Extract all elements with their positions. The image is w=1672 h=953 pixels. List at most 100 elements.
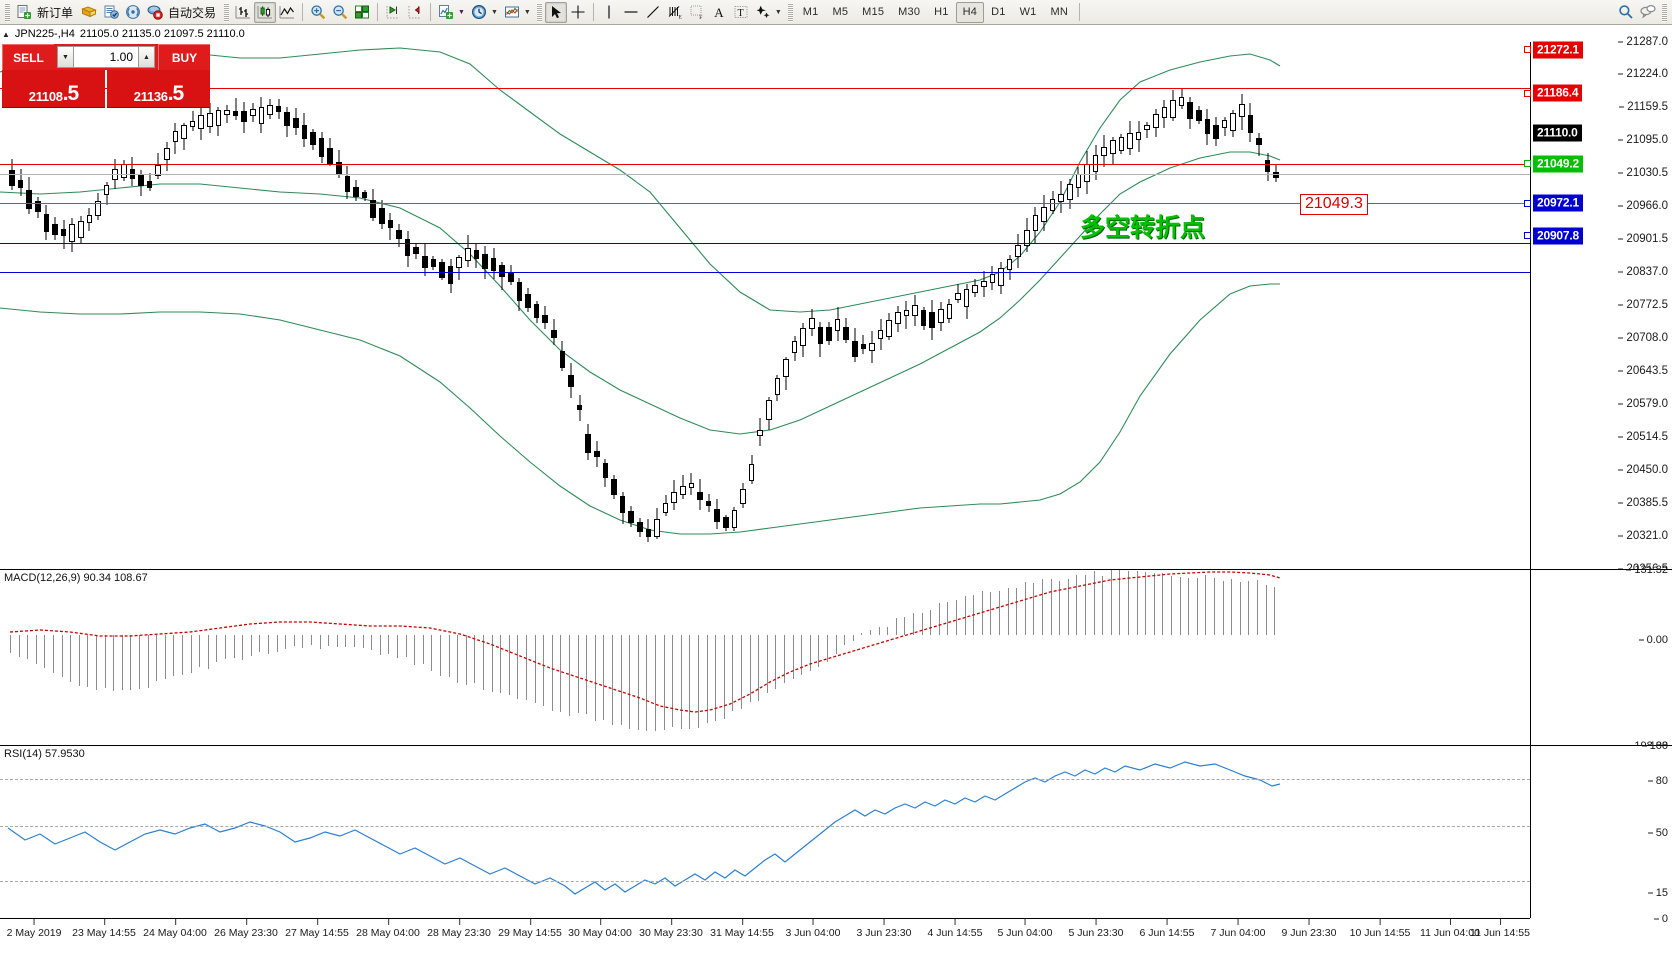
indicators-button[interactable]: ▼	[435, 2, 468, 23]
pivot-line-21049[interactable]	[0, 203, 1530, 204]
timeframe-m1[interactable]: M1	[802, 6, 819, 18]
chevron-down-icon[interactable]: ▼	[458, 8, 465, 16]
shapes-button[interactable]: ▼	[752, 2, 785, 23]
time-tick: 30 May 04:00	[568, 919, 632, 939]
price-label-last-price[interactable]: 21110.0	[1533, 124, 1582, 142]
buy-button[interactable]: BUY	[158, 44, 210, 70]
price-callout-box[interactable]: 21049.3	[1300, 194, 1368, 215]
shift-end-button[interactable]	[382, 2, 404, 23]
zoom-in-button[interactable]	[307, 2, 329, 23]
toolbar-grip[interactable]	[5, 2, 10, 22]
price-label-resistance[interactable]: 21272.1	[1524, 41, 1583, 59]
toolbar-grip-tf[interactable]	[787, 2, 793, 22]
rsi-pane[interactable]: RSI(14) 57.9530 100 80 50 15 0	[0, 740, 1672, 925]
vertical-line-button[interactable]	[598, 2, 620, 23]
candle-body	[895, 312, 901, 324]
volume-decrement-button[interactable]: ▼	[57, 46, 74, 68]
sell-button[interactable]: SELL	[2, 44, 54, 70]
macd-histogram-bar	[483, 635, 484, 690]
search-button[interactable]	[1615, 2, 1637, 23]
level-handle-icon[interactable]	[1524, 232, 1531, 240]
signals-icon	[126, 5, 140, 19]
zoom-out-button[interactable]	[329, 2, 351, 23]
support-line-20972[interactable]	[0, 243, 1530, 244]
crosshair-button[interactable]	[567, 2, 589, 23]
chevron-up-icon: ▲	[143, 53, 150, 61]
one-click-trading-panel[interactable]: SELL ▼ 1.00 ▲ BUY 21108 .5 21136 .5	[2, 44, 210, 108]
macd-histogram-bar	[629, 635, 630, 729]
timeframe-w1[interactable]: W1	[1019, 6, 1037, 18]
macd-pane[interactable]: MACD(12,26,9) 90.34 108.67 131.320.00-19…	[0, 564, 1672, 752]
timeframe-m15[interactable]: M15	[862, 6, 885, 18]
timeframe-d1[interactable]: D1	[991, 6, 1006, 18]
chevron-down-icon[interactable]: ▼	[774, 8, 782, 16]
resistance-line-21186[interactable]	[0, 164, 1530, 165]
volume-increment-button[interactable]: ▲	[138, 46, 155, 68]
collapse-icon[interactable]: ▲	[2, 29, 10, 39]
trendline-button[interactable]	[642, 2, 664, 23]
macd-plot[interactable]	[0, 570, 1530, 745]
timeframe-h4[interactable]: H4	[955, 1, 985, 23]
price-tick: 20772.5	[1626, 299, 1668, 312]
turning-point-annotation[interactable]: 多空转折点	[1080, 213, 1206, 242]
signals-button[interactable]	[122, 2, 144, 23]
timeframe-m5[interactable]: M5	[832, 6, 849, 18]
ask-price-button[interactable]: 21136 .5	[107, 70, 210, 108]
volume-input[interactable]: 1.00	[74, 46, 138, 68]
channel-button[interactable]: F	[686, 2, 708, 23]
toolbar-grip-right[interactable]	[1662, 2, 1667, 22]
cursor-button[interactable]	[544, 1, 567, 23]
candle-body	[490, 258, 497, 271]
macd-axis[interactable]: 131.320.00-198.88	[1530, 564, 1672, 752]
price-label-support[interactable]: 20972.1	[1524, 194, 1583, 212]
new-order-button[interactable]: 新订单	[13, 2, 78, 23]
level-handle-icon[interactable]	[1524, 46, 1531, 54]
level-handle-icon[interactable]	[1524, 199, 1531, 207]
rsi-plot[interactable]	[0, 746, 1530, 918]
candlestick-chart-button[interactable]	[254, 1, 277, 23]
price-pane[interactable]: 多空转折点 21049.3 21287.0 21224.0 21159.5 21095…	[0, 36, 1672, 575]
text-label-button[interactable]: T	[730, 2, 752, 23]
timeframe-mn[interactable]: MN	[1050, 6, 1068, 18]
autotrading-button[interactable]: 自动交易	[144, 2, 221, 23]
price-label-support[interactable]: 20907.8	[1524, 227, 1583, 245]
horizontal-line-button[interactable]	[620, 2, 642, 23]
toolbar-grip-draw[interactable]	[536, 2, 542, 22]
candle-body	[731, 509, 738, 528]
volume-stepper[interactable]: ▼ 1.00 ▲	[54, 44, 158, 70]
rsi-axis[interactable]: 100 80 50 15 0	[1530, 740, 1672, 925]
price-axis[interactable]: 21287.0 21224.0 21159.5 21095.0 21030.5 20966…	[1524, 36, 1672, 575]
chevron-down-icon[interactable]: ▼	[523, 8, 531, 16]
line-chart-button[interactable]	[276, 2, 298, 23]
timeframe-m30[interactable]: M30	[898, 6, 921, 18]
resistance-line-21272[interactable]	[0, 88, 1530, 89]
price-plot[interactable]: 多空转折点 21049.3	[0, 42, 1530, 569]
toolbar-grip-charts[interactable]	[224, 2, 230, 22]
timeframe-h1[interactable]: H1	[934, 6, 949, 18]
text-button[interactable]: A	[708, 2, 730, 23]
time-axis[interactable]: 2 May 2019 23 May 14:55 24 May 04:00 26 May…	[0, 918, 1530, 953]
open-data-folder-button[interactable]	[78, 2, 100, 23]
support-line-20907[interactable]	[0, 272, 1530, 273]
candlestick	[748, 42, 755, 569]
fibonacci-button[interactable]: E	[664, 2, 686, 23]
macd-histogram-bar	[664, 635, 665, 731]
chart-area[interactable]: 多空转折点 21049.3 21287.0 21224.0 21159.5 21095…	[0, 36, 1672, 953]
macd-histogram-bar	[79, 635, 80, 686]
auto-scroll-button[interactable]	[404, 2, 426, 23]
publisher-button[interactable]	[100, 2, 122, 23]
candlestick	[645, 42, 652, 569]
candle-body	[1204, 119, 1211, 134]
period-button[interactable]: ▼	[468, 2, 501, 23]
level-handle-icon[interactable]	[1524, 89, 1531, 97]
tile-windows-button[interactable]	[351, 2, 373, 23]
bar-chart-button[interactable]	[232, 2, 254, 23]
price-label-resistance[interactable]: 21186.4	[1524, 84, 1583, 102]
bid-price-button[interactable]: 21108 .5	[2, 70, 105, 108]
templates-button[interactable]: ▼	[501, 2, 534, 23]
chat-button[interactable]	[1637, 2, 1659, 23]
chevron-down-icon[interactable]: ▼	[490, 8, 498, 16]
price-label-pivot[interactable]: 21049.2	[1524, 155, 1583, 173]
level-handle-icon[interactable]	[1524, 160, 1531, 168]
candlestick	[1084, 42, 1090, 569]
